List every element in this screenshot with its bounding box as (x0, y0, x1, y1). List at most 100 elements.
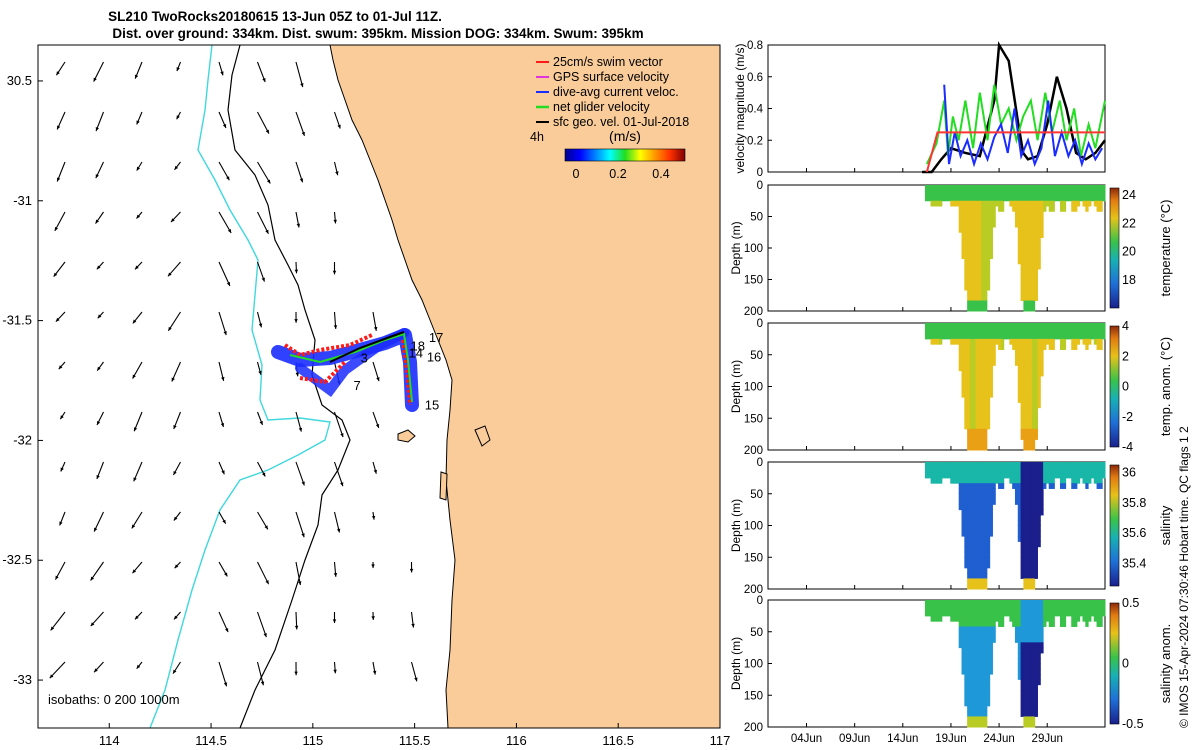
temperature-cell (972, 206, 977, 212)
temp_anomaly-cell (1054, 323, 1058, 329)
temp_anomaly-cell (978, 412, 982, 419)
temp_anomaly-cell (986, 323, 991, 329)
salinity-cell (978, 562, 982, 569)
temperature-cell (984, 195, 988, 202)
salinity_anomaly-cell (1023, 626, 1027, 633)
temp_anomaly-cell (1023, 333, 1027, 340)
salinity-cell (1020, 546, 1024, 553)
temperature-cell (984, 232, 988, 238)
salinity-cell (941, 462, 946, 468)
salinity-cell (1017, 509, 1022, 516)
temp_anomaly-cell (1023, 428, 1027, 435)
temp_anomaly-cell (1031, 407, 1036, 414)
salinity_anomaly-cell (1085, 605, 1089, 612)
salinity_anomaly-cell (939, 610, 943, 617)
salinity-cell (1020, 525, 1024, 532)
temp_anomaly-cell (1099, 328, 1103, 335)
temp_anomaly-cell (967, 381, 971, 387)
temp_anomaly-cell (964, 323, 968, 329)
temperature-cell (978, 269, 982, 275)
salinity-cell (1017, 493, 1022, 500)
salinity-cell (1057, 467, 1061, 474)
temp_anomaly-cell (1048, 333, 1053, 340)
temperature-cell (1009, 200, 1013, 207)
temp_anomaly-cell (958, 323, 963, 329)
temp_anomaly-cell (1014, 333, 1019, 340)
velocity-ytick-0.2: 0.2 (747, 135, 763, 147)
temp_anomaly-ylabel: Depth (m) (729, 360, 743, 413)
salinity_anomaly-cell (1048, 610, 1053, 617)
temperature-cell (961, 237, 965, 244)
salinity_anomaly-cell (1085, 615, 1089, 622)
temp_anomaly-cell (964, 365, 968, 372)
temp_anomaly-cell (989, 391, 993, 398)
current-arrow-head (373, 469, 378, 474)
salinity_anomaly-cell (992, 621, 996, 627)
temperature-cell (936, 200, 940, 207)
salinity_anomaly-cell (967, 711, 971, 717)
salinity_anomaly-cell (989, 637, 993, 643)
temperature-cell (1029, 279, 1033, 286)
salinity-cell (1023, 551, 1027, 558)
salinity-cell (975, 541, 979, 548)
salinity-cell (1020, 504, 1024, 511)
salinity-cell (1029, 557, 1033, 564)
temperature-cell (1026, 221, 1030, 228)
salinity-cell (978, 462, 982, 468)
salinity-cell (969, 467, 974, 474)
salinity-cell (961, 483, 965, 489)
temperature-cell (1026, 206, 1030, 212)
current-arrow-head (333, 573, 338, 577)
temp_anomaly-cell (978, 328, 982, 335)
land-mass (329, 45, 720, 728)
temp_anomaly-cell (1031, 412, 1036, 419)
salinity-cell (972, 557, 977, 564)
salinity_anomaly-cell (1085, 610, 1089, 617)
salinity-colorbar (1109, 464, 1120, 587)
temp_anomaly-cell (984, 323, 988, 329)
salinity-cell (992, 467, 996, 474)
temperature-cell (964, 195, 968, 202)
salinity_anomaly-cell (1023, 658, 1027, 664)
temperature-cell (1026, 284, 1030, 291)
temperature-cell (1017, 216, 1022, 223)
salinity-cell (1093, 472, 1098, 479)
temp_anomaly-cell (972, 365, 977, 372)
salinity-cell (1009, 472, 1013, 479)
track-label-7: 7 (354, 378, 361, 393)
temp_anomaly-cell (930, 338, 934, 345)
salinity_anomaly-cell (975, 684, 979, 691)
salinity-cell (969, 499, 974, 505)
temp_anomaly-cell (984, 434, 988, 440)
temp_anomaly-cell (967, 418, 971, 425)
salinity_anomaly-cell (1000, 610, 1005, 617)
velocity-series-sfc-geo-vel- (922, 41, 1106, 174)
temp_anomaly-cell (1020, 354, 1024, 361)
salinity-cell (924, 472, 929, 479)
temp_anomaly-cell (972, 370, 977, 377)
temp_anomaly-cell (958, 365, 963, 372)
salinity-cell (972, 551, 977, 558)
current-arrow-shaft (93, 511, 104, 532)
salinity_anomaly-cell (1026, 721, 1030, 728)
temp_anomaly-cell (969, 397, 974, 403)
salinity_anomaly-cell (933, 615, 937, 622)
salinity_anomaly-cell (992, 610, 996, 617)
temperature-cell (1023, 274, 1027, 280)
temp_anomaly-cell (1009, 338, 1013, 345)
current-arrow-head (97, 314, 102, 319)
salinity-cell (986, 499, 991, 505)
current-arrow-head (294, 269, 299, 274)
temp_anomaly-cell (1026, 344, 1030, 350)
temperature-cell (961, 190, 965, 196)
salinity-cell (1079, 472, 1083, 479)
temperature-cell (1017, 253, 1022, 259)
salinity_anomaly-cell (1059, 600, 1064, 606)
salinity_anomaly-cell (975, 615, 979, 622)
salinity-cell (978, 483, 982, 489)
temperature-cell (1014, 211, 1019, 217)
temperature-cell (939, 200, 943, 207)
salinity_anomaly-cell (1099, 621, 1103, 627)
temperature-cell (989, 200, 993, 207)
current-arrow-head (95, 219, 100, 224)
